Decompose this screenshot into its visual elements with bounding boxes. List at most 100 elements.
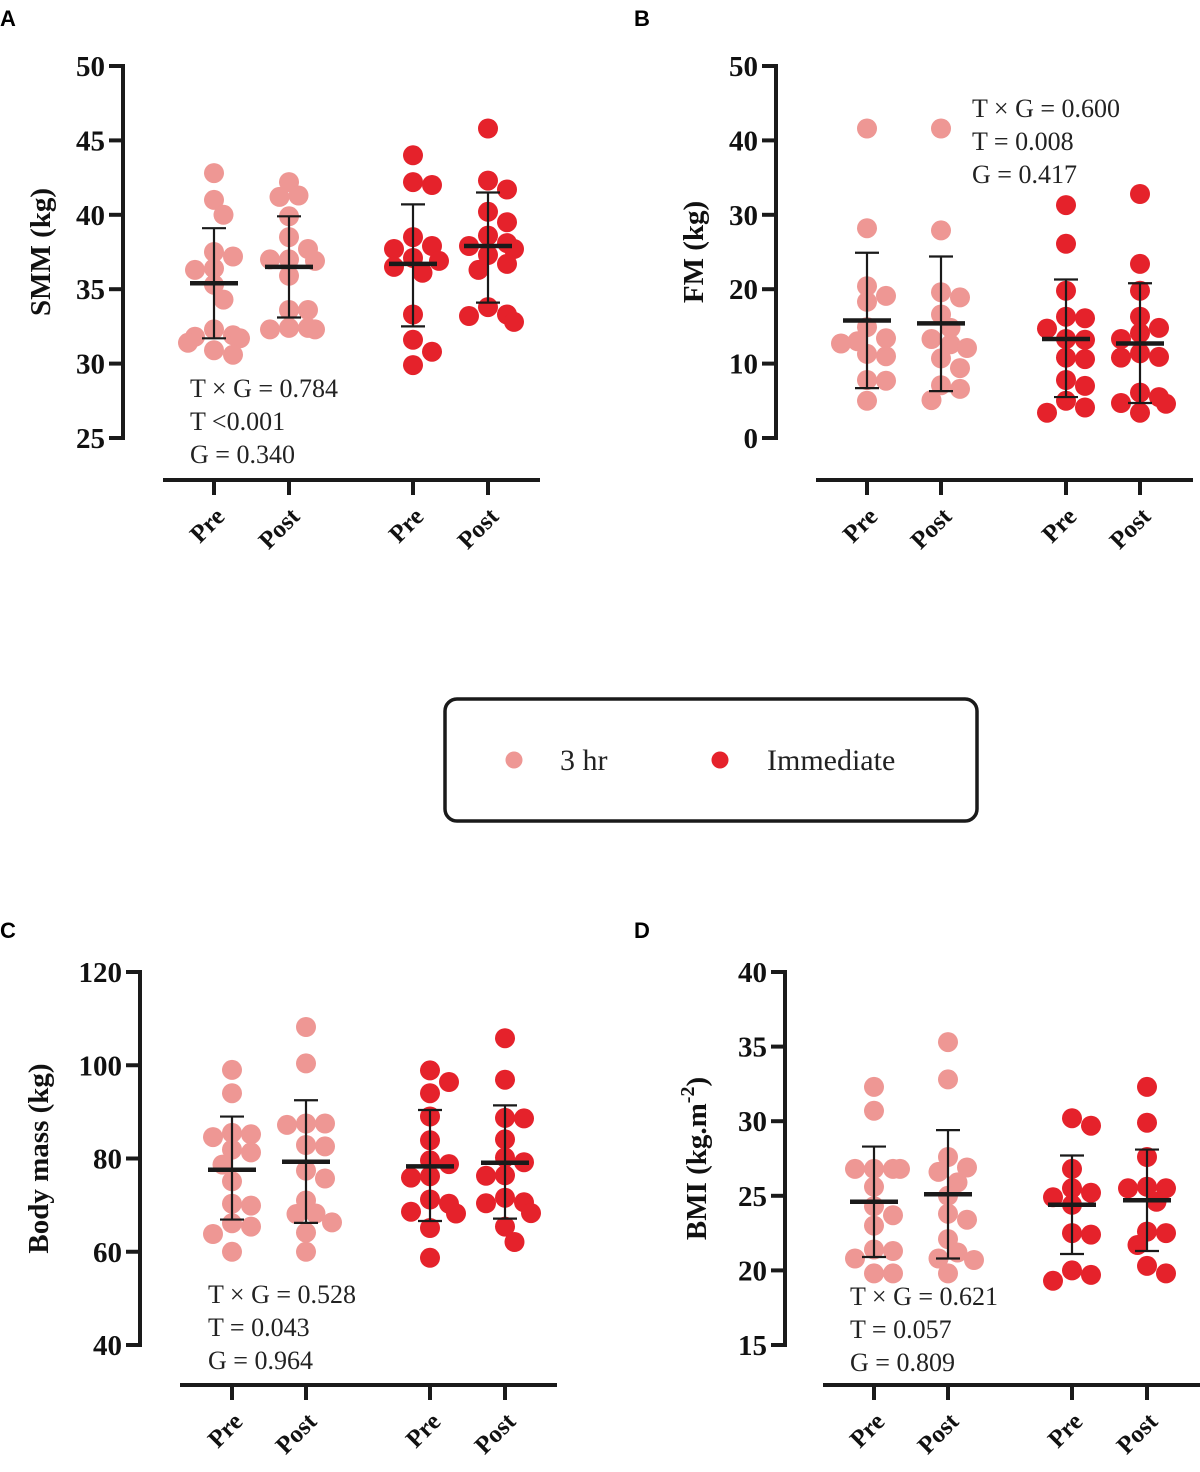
x-tick-label: Post xyxy=(453,503,505,555)
data-point xyxy=(298,300,318,320)
data-point xyxy=(495,1216,515,1237)
x-tick-label: Pre xyxy=(401,1408,446,1453)
y-tick-label: 0 xyxy=(744,423,759,455)
x-tick-label: Pre xyxy=(384,503,429,548)
data-point xyxy=(305,319,325,340)
data-group xyxy=(1037,195,1095,423)
y-tick-label: 50 xyxy=(729,51,758,83)
data-point xyxy=(938,1069,958,1090)
panel-letter: D xyxy=(634,918,650,943)
data-group xyxy=(845,1076,910,1284)
stats-annotation: T × G = 0.784 xyxy=(190,374,338,403)
data-point xyxy=(1081,1115,1101,1136)
data-point xyxy=(446,1203,466,1224)
data-group xyxy=(476,1028,541,1252)
x-tick-label: Pre xyxy=(1043,1408,1088,1453)
data-point xyxy=(1056,195,1076,216)
data-point xyxy=(1081,1182,1101,1203)
data-point xyxy=(241,1195,261,1216)
data-group xyxy=(1111,184,1176,423)
data-point xyxy=(1156,1223,1176,1244)
data-point xyxy=(1056,233,1076,254)
data-point xyxy=(241,1216,261,1237)
data-point xyxy=(883,1241,903,1261)
y-tick-label: 30 xyxy=(76,349,105,381)
y-tick-label: 30 xyxy=(738,1106,767,1138)
y-tick-label: 35 xyxy=(738,1032,767,1064)
legend-marker-immediate xyxy=(711,751,729,769)
y-tick-label: 15 xyxy=(738,1330,767,1362)
data-point xyxy=(1156,1263,1176,1284)
stats-annotation: G = 0.809 xyxy=(850,1348,955,1377)
data-point xyxy=(468,259,489,280)
data-point xyxy=(1037,402,1057,423)
stats-annotation: G = 0.340 xyxy=(190,440,295,469)
y-tick-label: 45 xyxy=(76,125,105,157)
data-point xyxy=(497,212,517,233)
data-point xyxy=(497,253,517,274)
data-point xyxy=(857,118,877,139)
data-point xyxy=(1043,1270,1063,1291)
data-point xyxy=(204,189,224,210)
data-point xyxy=(230,328,250,349)
data-point xyxy=(213,289,234,310)
data-point xyxy=(422,236,442,256)
x-tick-label: Pre xyxy=(838,503,883,548)
data-point xyxy=(1075,375,1095,396)
data-point xyxy=(864,1100,884,1121)
data-point xyxy=(1156,393,1176,414)
x-tick-label: Post xyxy=(271,1408,323,1460)
data-point xyxy=(222,1083,242,1104)
data-group xyxy=(1043,1108,1101,1291)
data-point xyxy=(222,1213,242,1234)
y-axis-title: Body mass (kg) xyxy=(23,1063,55,1253)
data-point xyxy=(241,1124,261,1145)
data-point xyxy=(876,370,896,391)
data-point xyxy=(857,390,877,411)
data-point xyxy=(203,1224,223,1244)
data-point xyxy=(213,204,234,225)
panel-a: A 25 30 35 40 45 50 SMM (kg) Pre Post Pre Post T × G… xyxy=(0,6,540,555)
stats-annotation: T = 0.008 xyxy=(972,127,1074,156)
data-point xyxy=(204,163,224,184)
panel-letter: B xyxy=(634,6,650,31)
y-tick-label: 40 xyxy=(76,200,105,232)
data-point xyxy=(401,1167,421,1188)
data-point xyxy=(1130,402,1150,423)
data-point xyxy=(1075,397,1095,418)
y-tick-label: 40 xyxy=(93,1330,122,1362)
data-point xyxy=(504,311,524,332)
x-tick-label: Pre xyxy=(203,1408,248,1453)
data-point xyxy=(845,1158,865,1179)
data-point xyxy=(1137,1076,1157,1097)
data-point xyxy=(864,1076,884,1097)
data-point xyxy=(495,1069,515,1090)
data-point xyxy=(476,1165,496,1186)
data-group xyxy=(178,163,250,365)
data-point xyxy=(950,358,970,379)
data-point xyxy=(1075,349,1095,370)
data-point xyxy=(957,1209,977,1230)
stats-annotation: G = 0.964 xyxy=(208,1346,313,1375)
y-tick-label: 30 xyxy=(729,200,758,232)
data-point xyxy=(420,1247,440,1268)
data-point xyxy=(1149,317,1169,338)
data-point xyxy=(315,1168,335,1189)
data-point xyxy=(223,344,243,365)
data-point xyxy=(864,1263,884,1284)
data-point xyxy=(403,145,423,166)
data-point xyxy=(178,332,198,353)
x-tick-label: Post xyxy=(1112,1408,1164,1460)
data-point xyxy=(497,179,517,200)
data-point xyxy=(279,317,299,338)
data-point xyxy=(296,1053,316,1074)
data-point xyxy=(1111,329,1131,349)
legend-marker-3hr xyxy=(505,751,523,769)
data-point xyxy=(495,1028,515,1049)
data-point xyxy=(1037,318,1057,339)
data-group xyxy=(917,118,977,411)
x-tick-label: Post xyxy=(1105,503,1157,555)
y-tick-label: 120 xyxy=(79,957,123,989)
data-point xyxy=(322,1212,342,1233)
data-point xyxy=(315,1113,335,1134)
